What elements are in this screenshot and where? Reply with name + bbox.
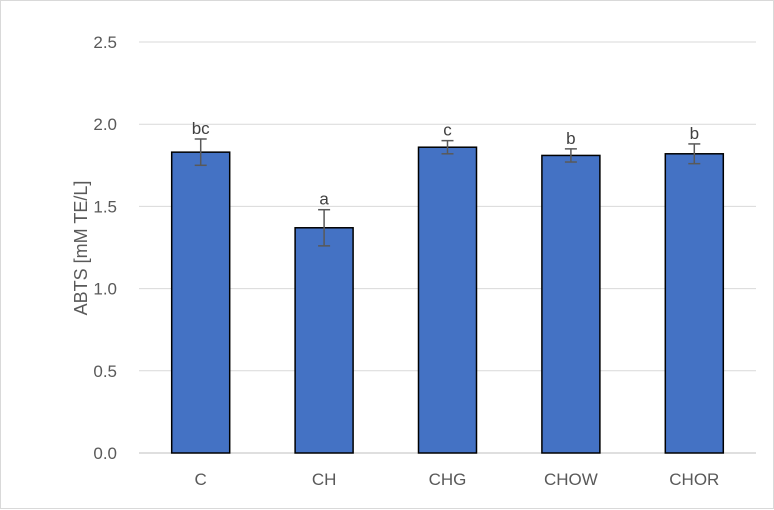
x-tick-label-ch: CH: [312, 470, 337, 489]
bar-ch: [294, 227, 354, 454]
x-tick-label-c: C: [195, 470, 207, 489]
x-tick-label-chor: CHOR: [669, 470, 719, 489]
error-bar-ch: [318, 208, 331, 247]
x-axis-categories: C CH CHG CHOW CHOR: [195, 470, 720, 489]
significance-label-ch: a: [319, 190, 329, 209]
y-axis-title: ABTS [mM TE/L]: [71, 181, 91, 316]
error-bar-chg: [441, 139, 454, 155]
y-tick-label: 0.5: [93, 362, 117, 381]
significance-label-chg: c: [443, 121, 452, 140]
y-tick-label: 1.0: [93, 280, 117, 299]
bar-chor: [664, 153, 725, 454]
x-tick-label-chow: CHOW: [544, 470, 598, 489]
significance-label-chor: b: [690, 124, 699, 143]
error-bars: [194, 138, 701, 247]
error-bar-c: [194, 138, 207, 167]
significance-label-c: bc: [192, 119, 210, 138]
bar-chg: [417, 146, 478, 454]
y-tick-label: 2.5: [93, 33, 117, 52]
y-tick-label: 1.5: [93, 197, 117, 216]
y-axis: 0.0 0.5 1.0 1.5 2.0 2.5: [93, 33, 117, 463]
error-bar-chor: [688, 143, 701, 165]
error-bar-chow: [564, 148, 577, 163]
y-tick-label: 0.0: [93, 444, 117, 463]
bar-chow: [541, 154, 601, 454]
significance-labels: bc a c b b: [192, 119, 699, 209]
bars: [170, 146, 725, 454]
bar-c: [170, 151, 231, 454]
significance-label-chow: b: [566, 129, 575, 148]
x-tick-label-chg: CHG: [429, 470, 467, 489]
y-tick-label: 2.0: [93, 115, 117, 134]
